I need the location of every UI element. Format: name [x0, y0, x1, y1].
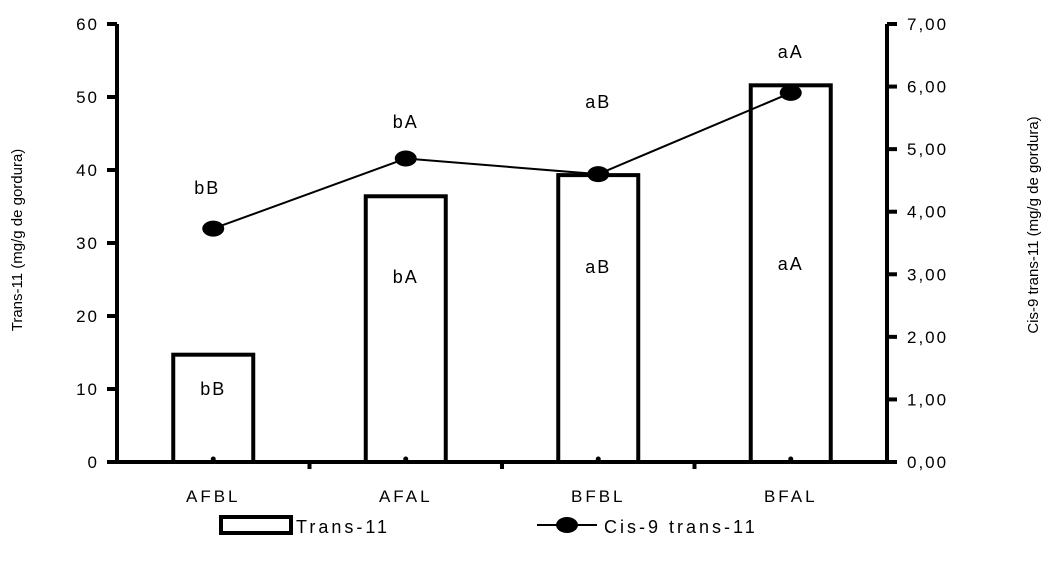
- x-tick-label: AFBL: [186, 487, 241, 506]
- left-tick-label: 50: [76, 88, 99, 107]
- right-tick-label: 0,00: [907, 453, 948, 472]
- legend-marker-cis-9-trans-11: [556, 517, 578, 533]
- right-tick-label: 1,00: [907, 390, 948, 409]
- bar-annotation: aA: [778, 254, 804, 274]
- line-series: [202, 84, 802, 237]
- line-annotation: bB: [194, 178, 220, 198]
- left-axis-title: Trans-11 (mg/g de gordura): [9, 149, 26, 332]
- point-cis-9-trans-11: [394, 150, 417, 167]
- point-cis-9-trans-11: [202, 220, 225, 237]
- bars: [171, 83, 833, 465]
- axis-titles: Trans-11 (mg/g de gordura) Cis-9 trans-1…: [9, 116, 1042, 333]
- left-tick-label: 0: [88, 453, 99, 472]
- left-tick-label: 30: [76, 234, 99, 253]
- legend-swatch-trans-11: [219, 515, 293, 535]
- bar-annotation: bA: [393, 267, 419, 287]
- legend: Trans-11 Cis-9 trans-11: [219, 515, 758, 537]
- legend-label-cis-9-trans-11: Cis-9 trans-11: [604, 517, 758, 537]
- baseline-dot: [788, 456, 794, 462]
- left-tick-label: 20: [76, 307, 99, 326]
- line-cis-9-trans-11: [212, 91, 792, 230]
- point-cis-9-trans-11: [587, 166, 610, 183]
- line-annotation: aA: [778, 42, 804, 62]
- right-tick-label: 7,00: [907, 15, 948, 34]
- right-tick-label: 2,00: [907, 328, 948, 347]
- bar-trans-11: [556, 173, 641, 465]
- right-axis-title: Cis-9 trans-11 (mg/g de gordura): [1025, 116, 1042, 333]
- bar-annotation: aB: [585, 257, 611, 277]
- baseline-dot: [595, 456, 601, 462]
- baseline-dot: [210, 456, 216, 462]
- right-tick-label: 5,00: [907, 140, 948, 159]
- annotations: bB bA aB aA bB bA aB aA: [194, 42, 804, 399]
- bar-trans-11: [171, 352, 256, 464]
- right-tick-label: 6,00: [907, 78, 948, 97]
- right-tick-label: 4,00: [907, 203, 948, 222]
- left-tick-label: 10: [76, 380, 99, 399]
- legend-label-trans-11: Trans-11: [296, 517, 390, 537]
- bar-trans-11: [363, 194, 448, 464]
- bar-trans-11: [748, 83, 833, 464]
- x-tick-label: BFAL: [764, 487, 818, 506]
- line-annotation: bA: [393, 112, 419, 132]
- baseline-dot: [403, 456, 409, 462]
- left-tick-label: 60: [76, 15, 99, 34]
- point-cis-9-trans-11: [779, 84, 802, 101]
- x-tick-label: BFBL: [571, 487, 626, 506]
- x-tick-label: AFAL: [379, 487, 433, 506]
- left-tick-label: 40: [76, 161, 99, 180]
- line-annotation: aB: [585, 92, 611, 112]
- bar-annotation: bB: [200, 379, 226, 399]
- right-tick-label: 3,00: [907, 265, 948, 284]
